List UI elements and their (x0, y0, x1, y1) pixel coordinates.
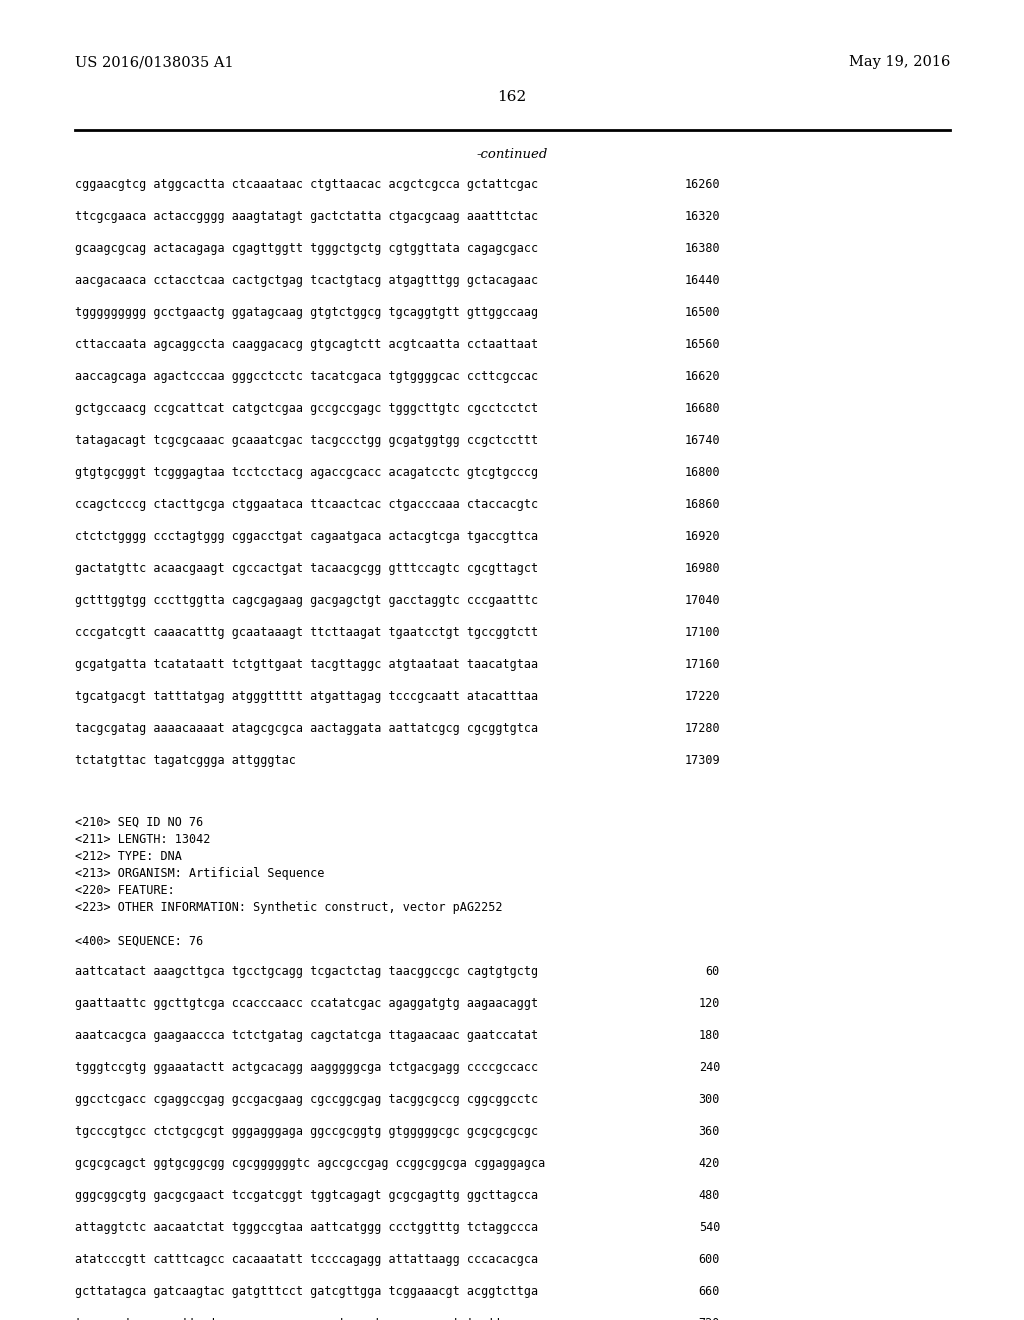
Text: tctatgttac tagatcggga attgggtac: tctatgttac tagatcggga attgggtac (75, 754, 296, 767)
Text: gcttatagca gatcaagtac gatgtttcct gatcgttgga tcggaaacgt acggtcttga: gcttatagca gatcaagtac gatgtttcct gatcgtt… (75, 1284, 539, 1298)
Text: ggcctcgacc cgaggccgag gccgacgaag cgccggcgag tacggcgccg cggcggcctc: ggcctcgacc cgaggccgag gccgacgaag cgccggc… (75, 1093, 539, 1106)
Text: 240: 240 (698, 1061, 720, 1074)
Text: 16500: 16500 (684, 306, 720, 319)
Text: 300: 300 (698, 1093, 720, 1106)
Text: aaatcacgca gaagaaccca tctctgatag cagctatcga ttagaacaac gaatccatat: aaatcacgca gaagaaccca tctctgatag cagctat… (75, 1030, 539, 1041)
Text: <223> OTHER INFORMATION: Synthetic construct, vector pAG2252: <223> OTHER INFORMATION: Synthetic const… (75, 902, 503, 913)
Text: gactatgttc acaacgaagt cgccactgat tacaacgcgg gtttccagtc cgcgttagct: gactatgttc acaacgaagt cgccactgat tacaacg… (75, 562, 539, 576)
Text: 17220: 17220 (684, 690, 720, 704)
Text: ttcgcgaaca actaccgggg aaagtatagt gactctatta ctgacgcaag aaatttctac: ttcgcgaaca actaccgggg aaagtatagt gactcta… (75, 210, 539, 223)
Text: <211> LENGTH: 13042: <211> LENGTH: 13042 (75, 833, 210, 846)
Text: 16860: 16860 (684, 498, 720, 511)
Text: ctctctgggg ccctagtggg cggacctgat cagaatgaca actacgtcga tgaccgttca: ctctctgggg ccctagtggg cggacctgat cagaatg… (75, 531, 539, 543)
Text: 17309: 17309 (684, 754, 720, 767)
Text: aaccagcaga agactcccaa gggcctcctc tacatcgaca tgtggggcac ccttcgccac: aaccagcaga agactcccaa gggcctcctc tacatcg… (75, 370, 539, 383)
Text: 120: 120 (698, 997, 720, 1010)
Text: aattcatact aaagcttgca tgcctgcagg tcgactctag taacggccgc cagtgtgctg: aattcatact aaagcttgca tgcctgcagg tcgactc… (75, 965, 539, 978)
Text: cggaacgtcg atggcactta ctcaaataac ctgttaacac acgctcgcca gctattcgac: cggaacgtcg atggcactta ctcaaataac ctgttaa… (75, 178, 539, 191)
Text: gcaagcgcag actacagaga cgagttggtt tgggctgctg cgtggttata cagagcgacc: gcaagcgcag actacagaga cgagttggtt tgggctg… (75, 242, 539, 255)
Text: <220> FEATURE:: <220> FEATURE: (75, 884, 175, 898)
Text: 17040: 17040 (684, 594, 720, 607)
Text: <400> SEQUENCE: 76: <400> SEQUENCE: 76 (75, 935, 203, 948)
Text: 16920: 16920 (684, 531, 720, 543)
Text: tgggtccgtg ggaaatactt actgcacagg aagggggcga tctgacgagg ccccgccacc: tgggtccgtg ggaaatactt actgcacagg aaggggg… (75, 1061, 539, 1074)
Text: atatcccgtt catttcagcc cacaaatatt tccccagagg attattaagg cccacacgca: atatcccgtt catttcagcc cacaaatatt tccccag… (75, 1253, 539, 1266)
Text: 162: 162 (498, 90, 526, 104)
Text: 660: 660 (698, 1284, 720, 1298)
Text: 17160: 17160 (684, 657, 720, 671)
Text: gtgtgcgggt tcgggagtaa tcctcctacg agaccgcacc acagatcctc gtcgtgcccg: gtgtgcgggt tcgggagtaa tcctcctacg agaccgc… (75, 466, 539, 479)
Text: 16800: 16800 (684, 466, 720, 479)
Text: 16740: 16740 (684, 434, 720, 447)
Text: 16260: 16260 (684, 178, 720, 191)
Text: aacgacaaca cctacctcaa cactgctgag tcactgtacg atgagtttgg gctacagaac: aacgacaaca cctacctcaa cactgctgag tcactgt… (75, 275, 539, 286)
Text: 16380: 16380 (684, 242, 720, 255)
Text: 16680: 16680 (684, 403, 720, 414)
Text: May 19, 2016: May 19, 2016 (849, 55, 950, 69)
Text: <210> SEQ ID NO 76: <210> SEQ ID NO 76 (75, 816, 203, 829)
Text: gcgatgatta tcatataatt tctgttgaat tacgttaggc atgtaataat taacatgtaa: gcgatgatta tcatataatt tctgttgaat tacgtta… (75, 657, 539, 671)
Text: 16320: 16320 (684, 210, 720, 223)
Text: gcgcgcagct ggtgcggcgg cgcggggggtc agccgccgag ccggcggcga cggaggagca: gcgcgcagct ggtgcggcgg cgcggggggtc agccgc… (75, 1158, 545, 1170)
Text: tgcccgtgcc ctctgcgcgt gggagggaga ggccgcggtg gtgggggcgc gcgcgcgcgc: tgcccgtgcc ctctgcgcgt gggagggaga ggccgcg… (75, 1125, 539, 1138)
Text: 17280: 17280 (684, 722, 720, 735)
Text: 16620: 16620 (684, 370, 720, 383)
Text: tcaggcatgc cgacttcgtc aaagagaggc ggcatgacct gacgcggagt tggttccggg: tcaggcatgc cgacttcgtc aaagagaggc ggcatga… (75, 1317, 539, 1320)
Text: <213> ORGANISM: Artificial Sequence: <213> ORGANISM: Artificial Sequence (75, 867, 325, 880)
Text: 180: 180 (698, 1030, 720, 1041)
Text: gctttggtgg cccttggtta cagcgagaag gacgagctgt gacctaggtc cccgaatttc: gctttggtgg cccttggtta cagcgagaag gacgagc… (75, 594, 539, 607)
Text: -continued: -continued (476, 148, 548, 161)
Text: 60: 60 (706, 965, 720, 978)
Text: 720: 720 (698, 1317, 720, 1320)
Text: 17100: 17100 (684, 626, 720, 639)
Text: tacgcgatag aaaacaaaat atagcgcgca aactaggata aattatcgcg cgcggtgtca: tacgcgatag aaaacaaaat atagcgcgca aactagg… (75, 722, 539, 735)
Text: tgcatgacgt tatttatgag atgggttttt atgattagag tcccgcaatt atacatttaa: tgcatgacgt tatttatgag atgggttttt atgatta… (75, 690, 539, 704)
Text: attaggtctc aacaatctat tgggccgtaa aattcatggg ccctggtttg tctaggccca: attaggtctc aacaatctat tgggccgtaa aattcat… (75, 1221, 539, 1234)
Text: gggcggcgtg gacgcgaact tccgatcggt tggtcagagt gcgcgagttg ggcttagcca: gggcggcgtg gacgcgaact tccgatcggt tggtcag… (75, 1189, 539, 1203)
Text: 480: 480 (698, 1189, 720, 1203)
Text: 360: 360 (698, 1125, 720, 1138)
Text: 420: 420 (698, 1158, 720, 1170)
Text: <212> TYPE: DNA: <212> TYPE: DNA (75, 850, 182, 863)
Text: 600: 600 (698, 1253, 720, 1266)
Text: ccagctcccg ctacttgcga ctggaataca ttcaactcac ctgacccaaa ctaccacgtc: ccagctcccg ctacttgcga ctggaataca ttcaact… (75, 498, 539, 511)
Text: tggggggggg gcctgaactg ggatagcaag gtgtctggcg tgcaggtgtt gttggccaag: tggggggggg gcctgaactg ggatagcaag gtgtctg… (75, 306, 539, 319)
Text: 16980: 16980 (684, 562, 720, 576)
Text: 540: 540 (698, 1221, 720, 1234)
Text: gctgccaacg ccgcattcat catgctcgaa gccgccgagc tgggcttgtc cgcctcctct: gctgccaacg ccgcattcat catgctcgaa gccgccg… (75, 403, 539, 414)
Text: tatagacagt tcgcgcaaac gcaaatcgac tacgccctgg gcgatggtgg ccgctccttt: tatagacagt tcgcgcaaac gcaaatcgac tacgccc… (75, 434, 539, 447)
Text: 16560: 16560 (684, 338, 720, 351)
Text: cttaccaata agcaggccta caaggacacg gtgcagtctt acgtcaatta cctaattaat: cttaccaata agcaggccta caaggacacg gtgcagt… (75, 338, 539, 351)
Text: US 2016/0138035 A1: US 2016/0138035 A1 (75, 55, 233, 69)
Text: gaattaattc ggcttgtcga ccacccaacc ccatatcgac agaggatgtg aagaacaggt: gaattaattc ggcttgtcga ccacccaacc ccatatc… (75, 997, 539, 1010)
Text: cccgatcgtt caaacatttg gcaataaagt ttcttaagat tgaatcctgt tgccggtctt: cccgatcgtt caaacatttg gcaataaagt ttcttaa… (75, 626, 539, 639)
Text: 16440: 16440 (684, 275, 720, 286)
